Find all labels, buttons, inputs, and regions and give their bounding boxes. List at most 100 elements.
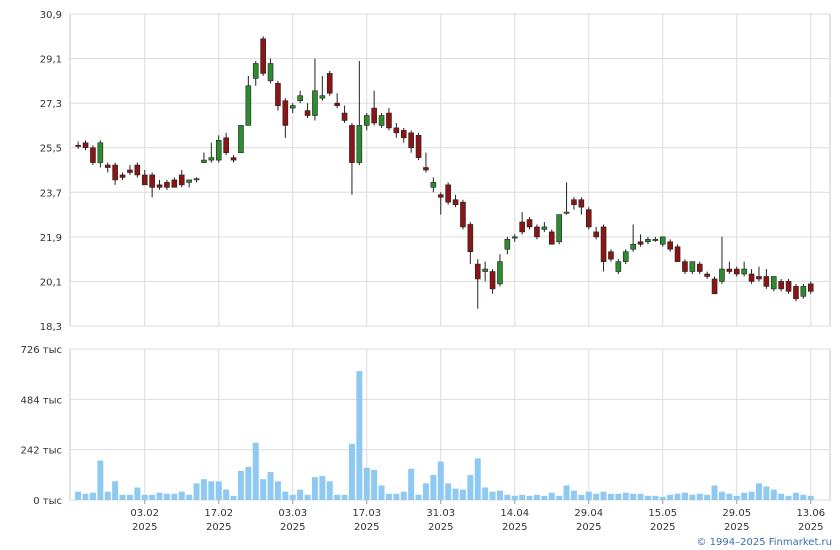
candle-body	[645, 239, 651, 243]
candle-body	[756, 276, 762, 280]
candle-body	[134, 164, 141, 176]
candle-body	[363, 115, 370, 126]
candle-body	[215, 139, 222, 161]
volume-bar	[289, 494, 296, 500]
volume-bar	[260, 479, 267, 500]
y-tick-label: 30,9	[40, 10, 62, 21]
candle-body	[430, 182, 437, 188]
candle-body	[186, 179, 192, 183]
volume-bar	[267, 471, 274, 500]
volume-bar	[689, 494, 696, 500]
volume-bar	[252, 442, 259, 500]
candle-body	[467, 224, 474, 253]
volume-bar	[667, 494, 674, 500]
y-tick-label: 18,3	[40, 322, 62, 333]
candle-body	[482, 268, 488, 272]
candle-body	[593, 231, 599, 238]
volume-bar	[163, 493, 170, 500]
volume-bar	[186, 494, 193, 500]
volume-bar	[126, 494, 133, 500]
volume-bar	[371, 469, 378, 500]
y-tick-label: 29,1	[40, 55, 62, 66]
candle-body	[770, 276, 777, 290]
x-tick-label: 14.04 2025	[500, 508, 529, 533]
volume-bar	[200, 479, 207, 500]
candle-body	[201, 159, 207, 163]
x-tick-label: 13.06 2025	[796, 508, 825, 533]
volume-bar	[141, 494, 148, 500]
volume-bar	[215, 481, 222, 500]
plot-frame	[69, 348, 831, 501]
candle-body	[689, 261, 696, 272]
candle-body	[341, 112, 348, 121]
volume-bar	[563, 485, 570, 500]
volume-bar	[496, 490, 503, 500]
volume-bar	[297, 489, 304, 500]
candle-body	[400, 130, 407, 139]
volume-bar	[119, 494, 126, 500]
candle-body	[785, 281, 792, 292]
candle-body	[371, 107, 377, 124]
candle-body	[408, 132, 414, 149]
candle-body	[652, 239, 659, 241]
y-tick-label: 20,1	[40, 277, 62, 288]
candle-body	[474, 263, 481, 280]
volume-bar	[644, 495, 651, 500]
volume-bar	[755, 483, 762, 500]
candle-body	[164, 182, 170, 188]
volume-bar	[607, 493, 614, 500]
volume-bar	[474, 458, 481, 500]
volume-bar	[415, 494, 422, 500]
candle-body	[659, 236, 666, 245]
candle-body	[504, 239, 511, 250]
candle-body	[223, 137, 229, 153]
volume-bar	[237, 470, 244, 500]
candle-body	[741, 268, 747, 275]
candle-body	[112, 164, 118, 181]
candle-body	[119, 174, 126, 178]
candle-body	[326, 73, 333, 94]
x-tick-label: 17.02 2025	[204, 508, 233, 533]
candle-body	[275, 83, 281, 106]
volume-bar	[541, 495, 548, 500]
volume-bar	[533, 494, 540, 500]
volume-bar	[622, 492, 629, 500]
volume-bar	[311, 477, 318, 500]
volume-bar	[134, 487, 141, 500]
volume-bar	[149, 494, 156, 500]
volume-bar	[778, 493, 785, 500]
y-tick-label: 27,3	[40, 99, 62, 110]
candle-body	[704, 273, 710, 277]
candle-body	[726, 268, 733, 272]
volume-bar	[363, 467, 370, 500]
volume-bar	[526, 495, 533, 500]
volume-bar	[208, 481, 215, 500]
candle-body	[304, 110, 311, 116]
volume-bar	[674, 493, 681, 500]
candle-body	[585, 209, 592, 228]
candle-body	[534, 226, 540, 238]
candle-body	[208, 157, 215, 161]
volume-bar	[681, 492, 688, 500]
volume-bar	[489, 491, 496, 500]
volume-bar	[459, 489, 466, 500]
candle-body	[393, 127, 400, 134]
candle-body	[711, 278, 718, 295]
candle-body	[75, 144, 81, 147]
volume-bar	[156, 492, 163, 500]
candle-body	[608, 251, 614, 260]
y2-tick-label: 0 тыс	[33, 496, 62, 507]
candle-body	[748, 273, 755, 282]
volume-bar	[482, 487, 489, 500]
candle-body	[452, 199, 459, 205]
candle-body	[682, 261, 688, 272]
candle-body	[238, 125, 244, 153]
candle-body	[489, 271, 496, 290]
volume-bar	[193, 483, 200, 500]
candle-body	[156, 184, 163, 188]
candle-body	[282, 100, 289, 126]
volume-bar	[385, 493, 392, 500]
candle-body	[541, 226, 548, 230]
